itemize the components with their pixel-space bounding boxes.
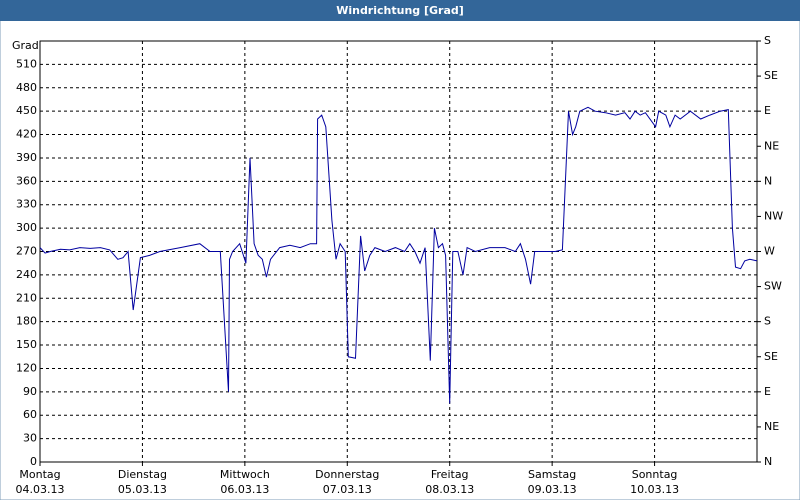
y-tick-label: 0 — [30, 455, 37, 468]
y-tick-label: 120 — [16, 361, 37, 374]
y-tick-label: 390 — [16, 151, 37, 164]
x-tick-label: Freitag — [431, 468, 469, 481]
y-tick-label: 300 — [16, 221, 37, 234]
y2-tick-label: E — [764, 104, 771, 117]
y-tick-label: 180 — [16, 315, 37, 328]
y-tick-label: 330 — [16, 198, 37, 211]
x-tick-date: 06.03.13 — [220, 483, 269, 496]
x-tick-label: Donnerstag — [315, 468, 379, 481]
x-tick-label: Montag — [19, 468, 60, 481]
y2-tick-label: W — [764, 245, 775, 258]
x-tick-date: 05.03.13 — [118, 483, 167, 496]
y2-tick-label: N — [764, 174, 772, 187]
y-tick-label: 360 — [16, 174, 37, 187]
x-tick-date: 10.03.13 — [630, 483, 679, 496]
y-axis-label: Grad — [12, 39, 39, 52]
y2-tick-label: S — [764, 34, 771, 47]
y-tick-label: 210 — [16, 291, 37, 304]
x-tick-date: 04.03.13 — [16, 483, 65, 496]
y-tick-label: 150 — [16, 338, 37, 351]
y2-tick-label: SE — [764, 350, 778, 363]
y-tick-label: 420 — [16, 128, 37, 141]
x-tick-label: Sonntag — [632, 468, 678, 481]
x-tick-label: Mittwoch — [220, 468, 270, 481]
y-tick-label: 480 — [16, 81, 37, 94]
y2-tick-label: NE — [764, 420, 779, 433]
plot-border — [39, 40, 758, 463]
title-bar — [0, 0, 800, 21]
x-tick-date: 09.03.13 — [528, 483, 577, 496]
y-tick-label: 90 — [23, 385, 37, 398]
y2-tick-label: NE — [764, 139, 779, 152]
y2-tick-label: S — [764, 315, 771, 328]
y-tick-label: 30 — [23, 432, 37, 445]
x-tick-label: Dienstag — [118, 468, 167, 481]
y-tick-label: 240 — [16, 268, 37, 281]
data-line — [39, 106, 758, 404]
y2-tick-label: N — [764, 455, 772, 468]
x-tick-date: 07.03.13 — [323, 483, 372, 496]
chart-title: Windrichtung [Grad] — [336, 4, 464, 17]
x-tick-date: 08.03.13 — [425, 483, 474, 496]
y-tick-label: 450 — [16, 104, 37, 117]
y-tick-label: 60 — [23, 408, 37, 421]
y2-tick-label: E — [764, 385, 771, 398]
y2-tick-label: NW — [764, 209, 783, 222]
y-tick-label: 270 — [16, 245, 37, 258]
x-tick-label: Samstag — [528, 468, 576, 481]
y-tick-label: 510 — [16, 57, 37, 70]
y2-tick-label: SW — [764, 280, 782, 293]
y2-tick-label: SE — [764, 69, 778, 82]
